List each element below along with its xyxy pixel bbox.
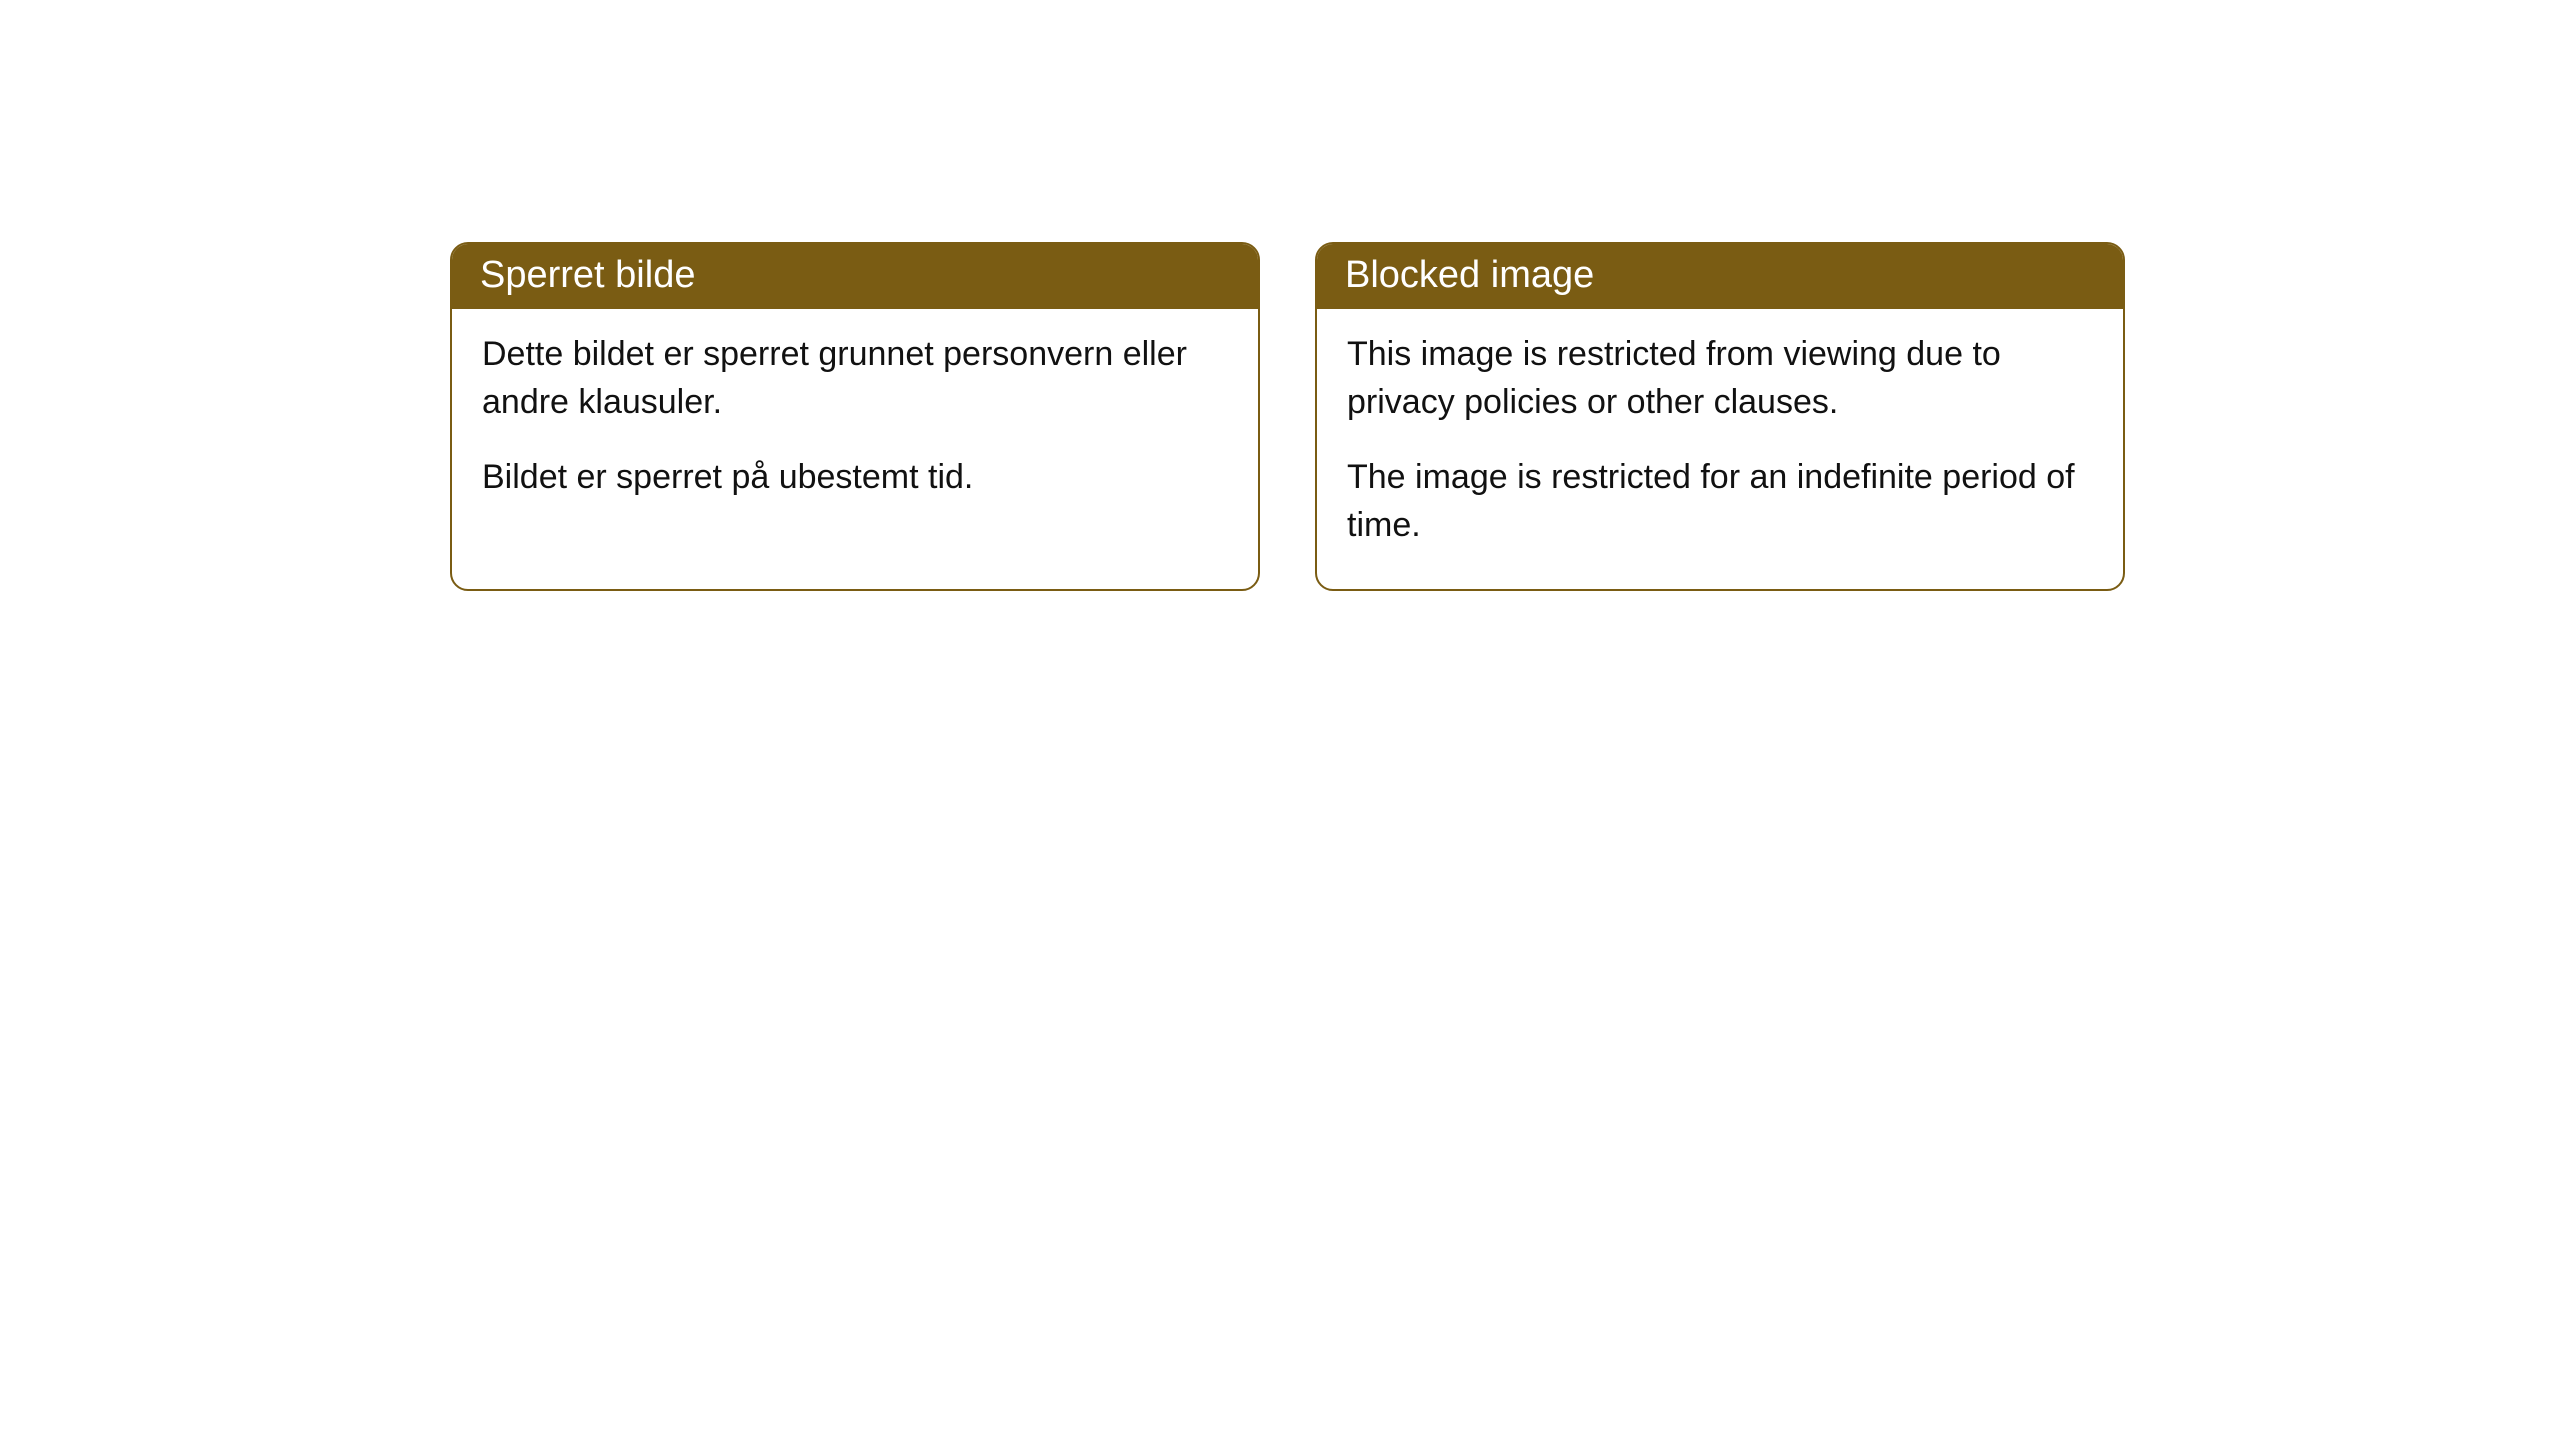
card-paragraph-no-2: Bildet er sperret på ubestemt tid. <box>482 454 1228 502</box>
card-body-no: Dette bildet er sperret grunnet personve… <box>452 309 1258 542</box>
blocked-image-card-no: Sperret bilde Dette bildet er sperret gr… <box>450 242 1260 591</box>
notice-cards-container: Sperret bilde Dette bildet er sperret gr… <box>450 242 2125 591</box>
blocked-image-card-en: Blocked image This image is restricted f… <box>1315 242 2125 591</box>
card-title-no: Sperret bilde <box>452 244 1258 309</box>
card-title-en: Blocked image <box>1317 244 2123 309</box>
card-paragraph-en-2: The image is restricted for an indefinit… <box>1347 454 2093 549</box>
card-paragraph-en-1: This image is restricted from viewing du… <box>1347 331 2093 426</box>
card-paragraph-no-1: Dette bildet er sperret grunnet personve… <box>482 331 1228 426</box>
card-body-en: This image is restricted from viewing du… <box>1317 309 2123 589</box>
